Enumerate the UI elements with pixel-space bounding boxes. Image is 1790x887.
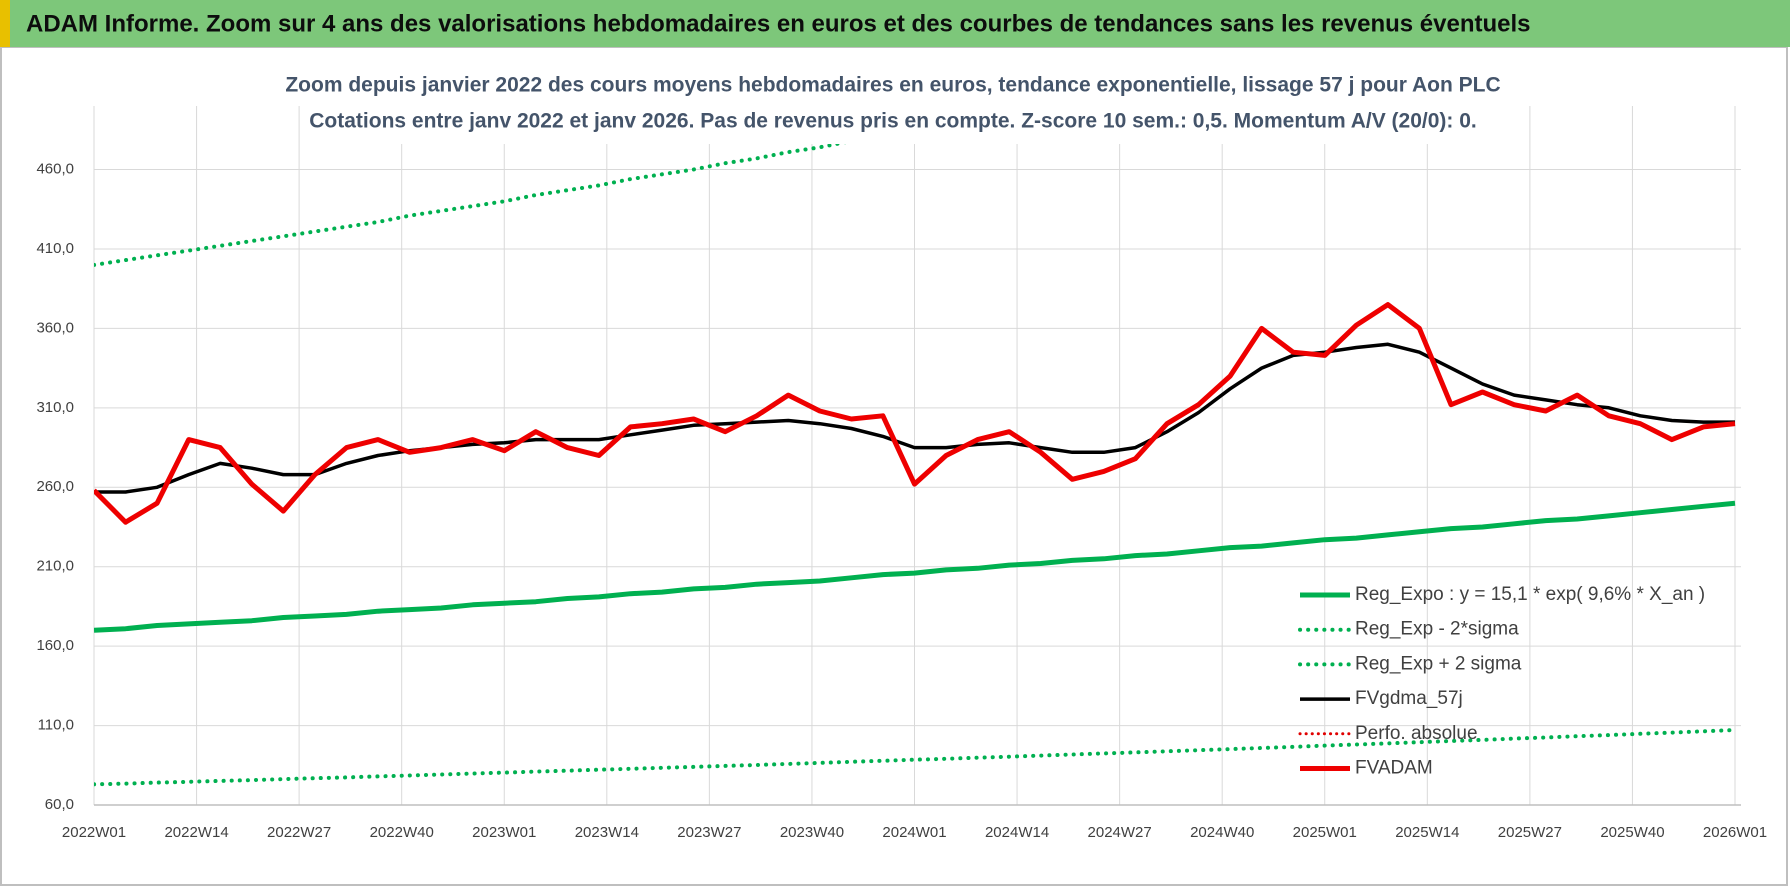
x-tick-label: 2024W14	[985, 824, 1049, 841]
chart-subtitle: Cotations entre janv 2022 et janv 2026. …	[309, 110, 1477, 133]
x-tick-label: 2025W27	[1498, 824, 1562, 841]
x-tick-label: 2023W01	[472, 824, 536, 841]
y-tick-label: 210,0	[36, 558, 74, 575]
legend-label: Reg_Exp + 2 sigma	[1355, 653, 1522, 674]
x-tick-label: 2026W01	[1703, 824, 1767, 841]
banner-title: ADAM Informe. Zoom sur 4 ans des valoris…	[26, 10, 1531, 37]
y-tick-label: 110,0	[38, 717, 74, 734]
legend-label: Reg_Exp - 2*sigma	[1355, 619, 1519, 640]
y-tick-label: 460,0	[36, 161, 74, 178]
legend: Reg_Expo : y = 15,1 * exp( 9,6% * X_an )…	[1298, 584, 1705, 779]
chart-title: Zoom depuis janvier 2022 des cours moyen…	[285, 74, 1500, 97]
x-tick-label: 2023W27	[677, 824, 741, 841]
x-tick-label: 2024W40	[1190, 824, 1254, 841]
x-tick-label: 2022W01	[62, 824, 126, 841]
x-tick-label: 2023W14	[575, 824, 639, 841]
x-tick-label: 2024W27	[1088, 824, 1152, 841]
y-tick-label: 160,0	[36, 637, 74, 654]
y-tick-label: 60,0	[45, 796, 74, 813]
legend-label: FVADAM	[1355, 758, 1433, 779]
y-tick-label: 410,0	[36, 240, 74, 257]
banner	[0, 0, 1790, 47]
y-tick-label: 310,0	[36, 399, 74, 416]
x-tick-label: 2022W14	[164, 824, 228, 841]
legend-label: FVgdma_57j	[1355, 688, 1463, 709]
title-box	[308, 68, 1478, 144]
series-line	[94, 106, 1059, 267]
x-tick-label: 2025W40	[1600, 824, 1664, 841]
x-tick-label: 2025W01	[1293, 824, 1357, 841]
x-tick-label: 2023W40	[780, 824, 844, 841]
y-tick-label: 260,0	[36, 478, 74, 495]
series-line	[94, 728, 1737, 787]
series-line	[94, 342, 1735, 494]
y-tick-label: 360,0	[36, 319, 74, 336]
grid: 60,0 110,0 160,0 210,0 260,0 310,0 360,0 410,0 4…	[36, 106, 1767, 841]
legend-label: Reg_Expo : y = 15,1 * exp( 9,6% * X_an )	[1355, 584, 1705, 605]
x-tick-label: 2022W40	[370, 824, 434, 841]
plot	[94, 106, 1737, 787]
series-line	[94, 302, 1736, 525]
legend-label: Perfo. absolue	[1355, 723, 1478, 744]
x-tick-label: 2024W01	[882, 824, 946, 841]
x-tick-label: 2025W14	[1395, 824, 1459, 841]
x-tick-label: 2022W27	[267, 824, 331, 841]
series-line	[94, 500, 1736, 633]
banner-accent	[0, 0, 10, 47]
